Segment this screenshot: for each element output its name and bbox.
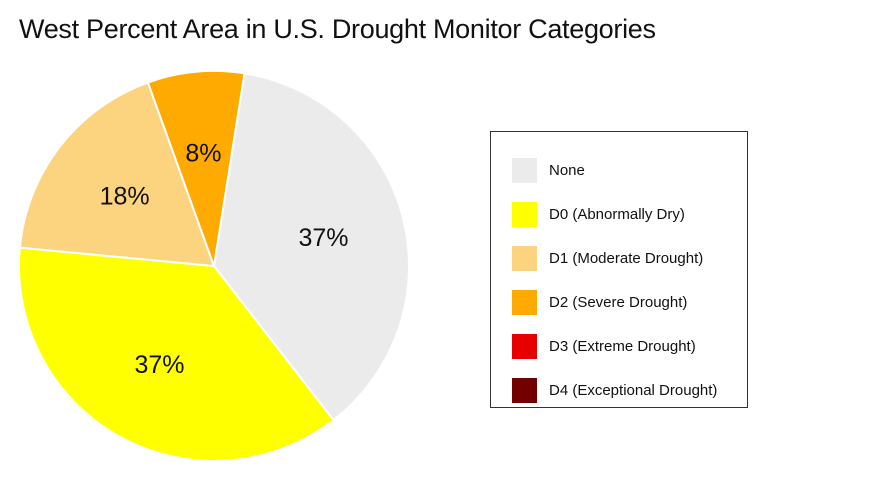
- chart-title: West Percent Area in U.S. Drought Monito…: [19, 14, 656, 44]
- legend-swatch-d2: [512, 289, 537, 315]
- pie-label-d2: 8%: [185, 139, 221, 167]
- legend-swatch-none: [512, 157, 537, 183]
- legend-label-d3: D3 (Extreme Drought): [549, 337, 696, 355]
- legend-item-d3: D3 (Extreme Drought): [491, 324, 747, 368]
- legend-label-none: None: [549, 161, 585, 179]
- legend-label-d4: D4 (Exceptional Drought): [549, 381, 718, 399]
- pie-slice-d1: [18, 81, 216, 268]
- pie-slice-d0: [18, 246, 335, 462]
- pie-label-none: 37%: [298, 224, 348, 252]
- legend-item-d2: D2 (Severe Drought): [491, 280, 747, 324]
- legend-label-d0: D0 (Abnormally Dry): [549, 205, 685, 223]
- legend-label-d1: D1 (Moderate Drought): [549, 249, 704, 267]
- legend-swatch-d1: [512, 245, 537, 271]
- pie-slice-none: [212, 72, 410, 422]
- pie-slice-d2: [146, 70, 246, 267]
- pie-label-d1: 18%: [100, 183, 150, 211]
- legend-swatch-d0: [512, 201, 537, 227]
- pie-label-d0: 37%: [134, 351, 184, 379]
- chart-legend: None D0 (Abnormally Dry) D1 (Moderate Dr…: [490, 131, 748, 408]
- legend-swatch-d4: [512, 377, 537, 403]
- legend-item-none: None: [491, 148, 747, 192]
- legend-item-d4: D4 (Exceptional Drought): [491, 368, 747, 412]
- legend-label-d2: D2 (Severe Drought): [549, 293, 688, 311]
- legend-swatch-d3: [512, 333, 537, 359]
- legend-item-d0: D0 (Abnormally Dry): [491, 192, 747, 236]
- legend-item-d1: D1 (Moderate Drought): [491, 236, 747, 280]
